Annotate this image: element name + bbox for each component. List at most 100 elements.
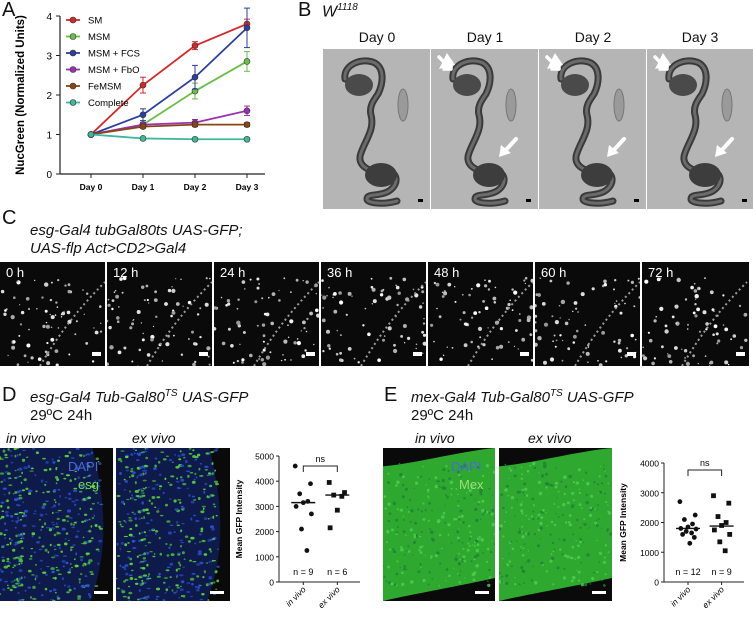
cell-spot <box>46 361 51 366</box>
cell-nucleus <box>586 481 590 486</box>
cell-spot <box>107 319 109 323</box>
cell-nucleus <box>58 456 61 458</box>
cell-nucleus <box>31 532 36 536</box>
cell-spot <box>696 307 700 312</box>
cell-nucleus <box>184 535 189 538</box>
cell-nucleus <box>147 486 151 488</box>
cell-nucleus <box>140 538 144 542</box>
cell-spot <box>10 315 15 320</box>
cell-nucleus <box>386 565 390 569</box>
cell-spot <box>321 294 323 296</box>
cell-nucleus <box>527 550 530 552</box>
cell-spot <box>107 362 109 366</box>
cell-spot <box>524 276 528 280</box>
cell-nucleus <box>95 485 101 488</box>
y-tick-label: 0 <box>654 578 659 588</box>
cell-nucleus <box>546 525 548 527</box>
cell-nucleus <box>116 555 121 557</box>
cell-nucleus <box>532 461 536 466</box>
cell-nucleus <box>454 557 458 561</box>
cell-spot <box>19 323 23 326</box>
cell-nucleus <box>7 506 10 509</box>
cell-nucleus <box>83 454 85 458</box>
timepoint-label: 72 h <box>648 265 674 280</box>
cell-nucleus <box>457 504 460 507</box>
cell-spot <box>395 285 400 290</box>
cell-nucleus <box>488 577 491 579</box>
cell-nucleus <box>470 535 472 538</box>
cell-nucleus <box>171 461 174 463</box>
cell-spot <box>154 290 157 294</box>
a-x-tick-label: Day 0 <box>80 182 103 192</box>
cell-spot <box>367 332 371 337</box>
cell-nucleus <box>397 508 399 511</box>
cell-nucleus <box>564 521 568 524</box>
cell-nucleus <box>407 545 410 548</box>
cell-spot <box>27 307 31 311</box>
cell-nucleus <box>156 575 161 578</box>
cell-spot <box>347 291 352 296</box>
cell-nucleus <box>170 553 175 556</box>
cell-spot <box>262 334 266 338</box>
cell-nucleus <box>182 594 186 598</box>
cell-spot <box>454 300 457 303</box>
cell-spot <box>674 346 678 350</box>
cell-spot <box>568 318 570 321</box>
cell-nucleus <box>572 481 575 484</box>
cell-nucleus <box>399 473 403 477</box>
timelapse-frame: 48 h <box>428 262 533 366</box>
cell-spot <box>116 320 120 323</box>
cell-nucleus <box>166 520 171 523</box>
cell-nucleus <box>66 520 70 523</box>
cell-nucleus <box>32 513 37 515</box>
cell-nucleus <box>83 513 88 516</box>
cell-spot <box>322 350 325 353</box>
cell-nucleus <box>533 533 537 536</box>
cell-nucleus <box>146 522 150 525</box>
cell-nucleus <box>123 489 126 491</box>
cell-nucleus <box>126 551 131 553</box>
cell-nucleus <box>181 506 185 510</box>
cell-nucleus <box>538 472 540 474</box>
cell-spot <box>664 329 669 334</box>
data-point <box>677 499 683 505</box>
cell-nucleus <box>0 570 4 573</box>
cell-spot <box>619 311 623 315</box>
data-point <box>722 548 728 554</box>
cell-nucleus <box>139 598 143 600</box>
cell-nucleus <box>4 537 7 539</box>
cell-spot <box>209 277 211 280</box>
cell-spot <box>387 295 392 300</box>
cell-nucleus <box>387 472 390 475</box>
cell-spot <box>269 351 272 354</box>
cell-nucleus <box>13 564 16 567</box>
cell-nucleus <box>412 540 417 544</box>
cell-spot <box>407 336 411 340</box>
cell-spot <box>698 330 702 333</box>
cell-nucleus <box>179 563 182 567</box>
cell-nucleus <box>71 526 76 529</box>
cell-nucleus <box>15 534 18 538</box>
cell-spot <box>121 291 124 294</box>
cell-nucleus <box>545 570 548 573</box>
cell-nucleus <box>446 496 449 499</box>
cell-nucleus <box>23 478 27 482</box>
cell-nucleus <box>211 560 217 562</box>
cell-nucleus <box>428 501 431 505</box>
cell-nucleus <box>191 582 194 586</box>
cell-nucleus <box>401 495 405 499</box>
cell-nucleus <box>86 562 89 565</box>
cell-spot <box>289 319 294 324</box>
cell-nucleus <box>46 490 51 493</box>
cell-spot <box>191 330 194 334</box>
cell-nucleus <box>160 451 165 453</box>
cell-nucleus <box>427 491 429 493</box>
cell-nucleus <box>436 519 441 523</box>
cell-nucleus <box>527 559 531 563</box>
panel-e-condition: 29ºC 24h <box>411 407 474 424</box>
cell-spot <box>167 334 170 338</box>
cell-spot <box>495 345 500 350</box>
cell-nucleus <box>156 510 160 513</box>
cell-nucleus <box>124 480 128 483</box>
cell-spot <box>322 307 324 309</box>
